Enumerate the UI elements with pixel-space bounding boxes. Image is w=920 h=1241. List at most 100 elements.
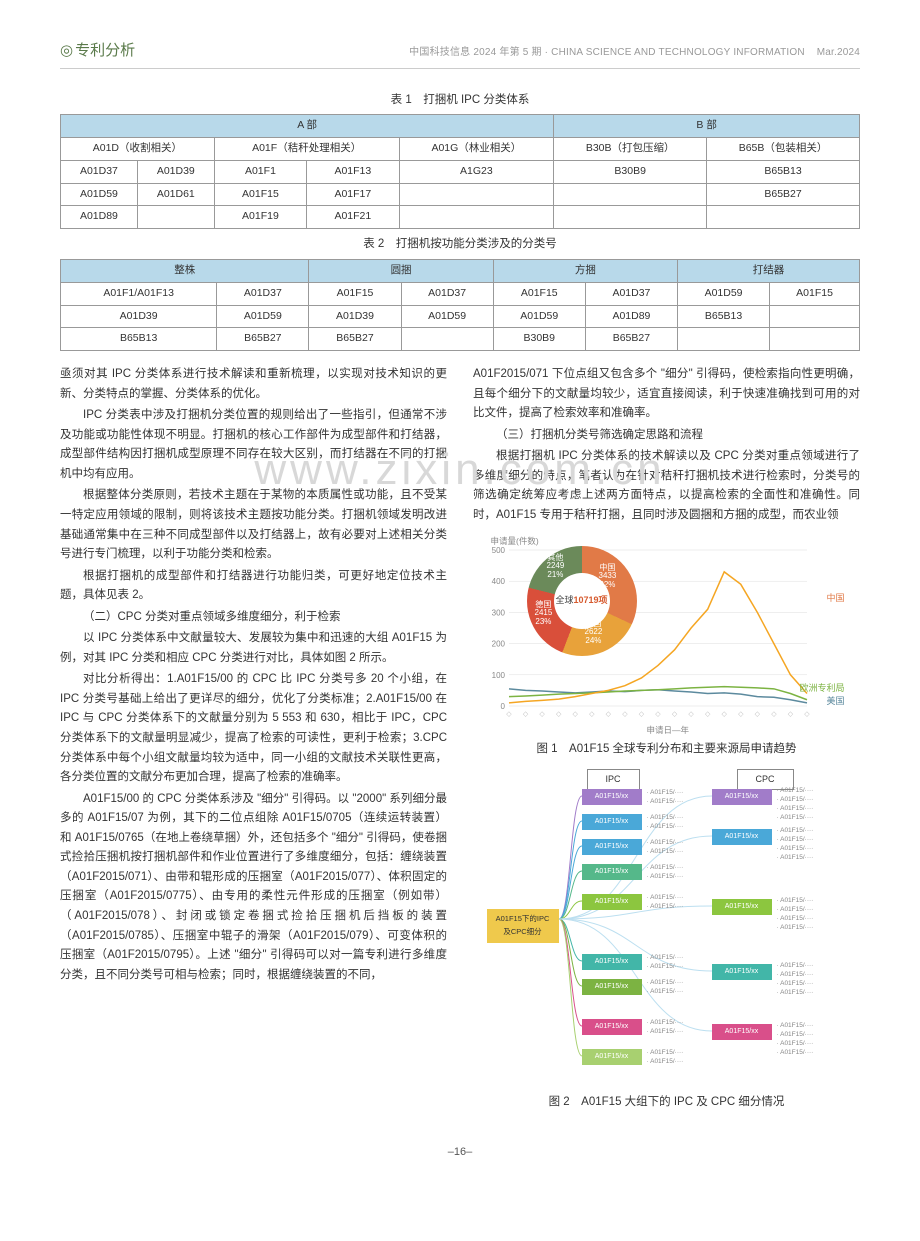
svg-text:400: 400 [491,577,505,586]
section-title: 专利分析 [60,38,135,64]
svg-text:◇: ◇ [655,711,661,718]
svg-text:◇: ◇ [638,711,644,718]
table-row: B65B13B65B27 B65B27 B30B9B65B27 [61,328,860,351]
fig2-node: A01F15/xx [582,894,642,910]
fig2-leaf: · A01F15/···· [777,812,814,823]
body-text: A01F15/00 的 CPC 分类体系涉及 "细分" 引得码。以 "2000"… [60,790,447,985]
pie-slice-label: 其他 2249 21% [547,554,565,580]
fig2-leaf: · A01F15/···· [647,1056,684,1067]
table-cell: 圆捆 [309,259,493,282]
fig2-node: A01F15/xx [712,964,772,980]
fig2-leaf: · A01F15/···· [647,821,684,832]
legend-item: 美国 [826,694,844,709]
table-row: A01D59 A01D61 A01F15 A01F17 B65B27 [61,183,860,206]
svg-text:0: 0 [500,702,505,711]
subsection-heading: （二）CPC 分类对重点领域多维度细分，利于检索 [60,608,447,628]
pie-chart: 全球10719项 中国 3433 32% 美国 [527,546,637,656]
x-axis-label: 申请日—年 [647,723,690,737]
table-cell: B30B（打包压缩） [554,137,707,160]
subsection-heading: （三）打捆机分类号筛选确定思路和流程 [473,426,860,446]
svg-text:100: 100 [491,670,505,679]
svg-text:◇: ◇ [771,711,777,718]
table1-caption: 表 1 打捆机 IPC 分类体系 [60,91,860,111]
body-text: 根据整体分类原则，若技术主题在于某物的本质属性或功能，且不受某一特定应用领域的限… [60,486,447,564]
fig2-leaf: · A01F15/···· [647,871,684,882]
table-cell: A01G（林业相关） [399,137,554,160]
table-row: A01D39A01D59 A01D39A01D59 A01D59A01D89 B… [61,305,860,328]
svg-text:◇: ◇ [704,711,710,718]
fig2-node: A01F15/xx [582,954,642,970]
pie-slice-label: 德国 2415 23% [535,601,553,627]
header-rule [60,68,860,69]
fig2-leaf: · A01F15/···· [647,1026,684,1037]
fig2-node: A01F15/xx [712,1024,772,1040]
body-text: 根据打捆机的成型部件和打结器进行功能归类，可更好地定位技术主题，具体见表 2。 [60,567,447,606]
fig2-leaf: · A01F15/···· [777,987,814,998]
fig2-node: A01F15/xx [582,814,642,830]
svg-text:300: 300 [491,608,505,617]
body-text: 根据打捆机 IPC 分类体系的技术解读以及 CPC 分类对重点领域进行了多维度细… [473,447,860,525]
page-number: –16– [60,1143,860,1162]
fig2-node: A01F15/xx [712,829,772,845]
svg-text:500: 500 [491,546,505,555]
svg-text:◇: ◇ [754,711,760,718]
fig2-node: A01F15/xx [582,979,642,995]
svg-text:◇: ◇ [572,711,578,718]
figure-1: 申请量(件数) 0100200300400500◇◇◇◇◇◇◇◇◇◇◇◇◇◇◇◇… [473,536,860,760]
fig2-node: A01F15/xx [582,839,642,855]
left-column: 亟须对其 IPC 分类体系进行技术解读和重新梳理，以实现对技术知识的更新、分类特… [60,365,447,1122]
table1-head-b: B 部 [554,115,860,138]
svg-text:◇: ◇ [721,711,727,718]
body-text: 以 IPC 分类体系中文献量较大、发展较为集中和迅速的大组 A01F15 为例，… [60,629,447,668]
table-cell: 方捆 [493,259,677,282]
fig2-node: A01F15/xx [582,1019,642,1035]
fig2-leaf: · A01F15/···· [777,852,814,863]
table-cell: A01D（收割相关） [61,137,215,160]
table-cell: B65B（包装相关） [707,137,860,160]
fig2-leaf: · A01F15/···· [777,922,814,933]
table-cell: 打结器 [677,259,859,282]
table-cell: 整株 [61,259,309,282]
fig2-node: A01F15/xx [582,1049,642,1065]
fig2-node: A01F15/xx [582,864,642,880]
pie-slice-label: 中国 3433 32% [599,564,617,590]
table-row: A01D89 A01F19 A01F21 [61,206,860,229]
figure-2: IPC CPC A01F15下的IPC及CPC细分 A01F15/xx· A01… [473,769,860,1113]
svg-text:◇: ◇ [605,711,611,718]
svg-text:◇: ◇ [671,711,677,718]
fig2-leaf: · A01F15/···· [647,796,684,807]
svg-text:◇: ◇ [506,711,512,718]
body-text: IPC 分类表中涉及打捆机分类位置的规则给出了一些指引，但通常不涉及功能或功能性… [60,406,447,484]
fig2-node: A01F15/xx [712,789,772,805]
body-text: A01F2015/071 下位点组又包含多个 "细分" 引得码，使检索指向性更明… [473,365,860,424]
fig2-leaf: · A01F15/···· [647,986,684,997]
svg-text:◇: ◇ [738,711,744,718]
table2: 整株 圆捆 方捆 打结器 A01F1/A01F13A01D37 A01F15A0… [60,259,860,351]
svg-text:◇: ◇ [688,711,694,718]
right-column: A01F2015/071 下位点组又包含多个 "细分" 引得码，使检索指向性更明… [473,365,860,1122]
svg-text:200: 200 [491,639,505,648]
svg-text:◇: ◇ [555,711,561,718]
table-row: A01F1/A01F13A01D37 A01F15A01D37 A01F15A0… [61,282,860,305]
table-cell: A01F（秸秆处理相关） [214,137,399,160]
page-header: 专利分析 中国科技信息 2024 年第 5 期 · CHINA SCIENCE … [60,38,860,64]
svg-text:◇: ◇ [787,711,793,718]
fig2-leaf: · A01F15/···· [647,961,684,972]
pie-slice-label: 美国 2622 24% [585,620,603,646]
publication-info: 中国科技信息 2024 年第 5 期 · CHINA SCIENCE AND T… [409,44,860,61]
table2-caption: 表 2 打捆机按功能分类涉及的分类号 [60,235,860,255]
svg-text:◇: ◇ [622,711,628,718]
svg-text:◇: ◇ [804,711,810,718]
table1-head-a: A 部 [61,115,554,138]
fig2-leaf: · A01F15/···· [647,846,684,857]
svg-text:◇: ◇ [522,711,528,718]
figure1-caption: 图 1 A01F15 全球专利分布和主要来源局申请趋势 [473,740,860,760]
svg-text:◇: ◇ [589,711,595,718]
body-text: 对比分析得出：1.A01F15/00 的 CPC 比 IPC 分类号多 20 个… [60,670,447,787]
figure2-caption: 图 2 A01F15 大组下的 IPC 及 CPC 细分情况 [473,1093,860,1113]
fig2-node: A01F15/xx [582,789,642,805]
table-row: A01D37 A01D39 A01F1 A01F13 A1G23 B30B9 B… [61,160,860,183]
fig2-leaf: · A01F15/···· [647,901,684,912]
svg-text:◇: ◇ [539,711,545,718]
legend-item: 中国 [826,591,844,606]
